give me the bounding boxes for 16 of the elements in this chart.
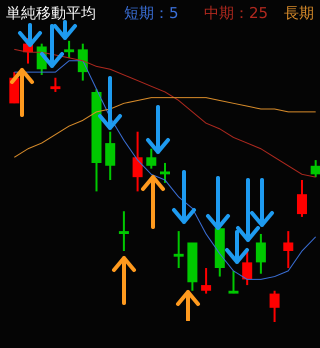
candlestick xyxy=(270,290,280,322)
candlestick xyxy=(283,230,294,270)
candlestick xyxy=(118,210,129,252)
text: 中期：25 xyxy=(204,4,268,22)
candlestick xyxy=(146,148,156,170)
candlestick xyxy=(310,159,320,178)
candlestick xyxy=(242,250,252,286)
candlestick xyxy=(105,130,116,181)
text: 長期 xyxy=(284,4,314,22)
text: 短期：5 xyxy=(124,4,179,22)
candlestick xyxy=(132,130,143,192)
candlestick xyxy=(296,179,307,218)
candlestick xyxy=(160,162,170,184)
candlestick xyxy=(256,232,266,275)
chart-title: 単純移動平均 xyxy=(6,4,96,22)
candlestick xyxy=(201,267,212,295)
